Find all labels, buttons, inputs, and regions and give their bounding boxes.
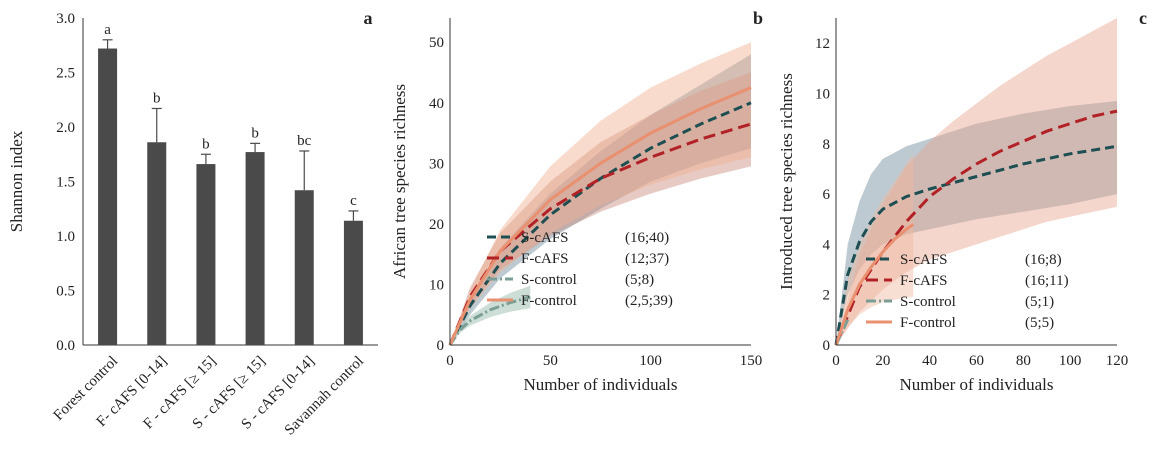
confidence-band [836,101,1117,345]
x-tick-label: 0 [446,353,454,369]
legend-label: F-cAFS [900,273,948,289]
y-tick-label: 0.0 [56,338,75,354]
panel-letter: c [1139,8,1147,28]
x-tick-label: 80 [1016,353,1031,369]
legend-label: F-cAFS [521,251,569,267]
y-tick-label: 6 [823,187,831,203]
x-tick-label: 60 [969,353,984,369]
legend-values: (16;40) [625,230,669,246]
y-tick-label: 2 [823,288,831,304]
legend-label: S-cAFS [521,230,569,246]
x-tick-label: 40 [922,353,937,369]
panel-letter: a [364,8,373,28]
legend-values: (16;11) [1025,273,1069,289]
series-line [834,109,1118,346]
x-axis-label: Number of individuals [524,375,678,394]
y-tick-label: 50 [429,35,444,51]
confidence-band [450,42,751,345]
y-tick-label: 0.5 [56,284,75,300]
y-axis-label: Introduced tree species richness [777,73,796,290]
significance-letter: b [153,90,161,106]
legend-values: (12;37) [625,251,669,267]
confidence-band [836,18,1117,345]
y-tick-label: 3.0 [56,11,75,27]
confidence-band [450,72,751,345]
series-line [834,144,1118,346]
y-tick-label: 8 [823,137,831,153]
x-tick-label: 50 [543,353,558,369]
legend-values: (5;8) [625,272,654,288]
legend-label: F-control [900,315,956,331]
y-tick-label: 10 [429,277,444,293]
series-line [448,86,752,346]
y-tick-label: 30 [429,156,444,172]
legend-label: S-control [900,294,956,310]
confidence-band [450,54,751,346]
significance-letter: b [251,125,259,141]
y-tick-label: 2.5 [56,66,75,82]
significance-letter: bc [297,133,312,149]
y-tick-label: 2.0 [56,120,75,136]
bar [343,220,363,345]
y-tick-label: 20 [429,217,444,233]
legend-values: (2,5;39) [625,293,673,309]
x-axis-label: Number of individuals [900,375,1054,394]
panel-b: 0 50 100 150 0 10 20 30 40 50 Number of individual… [390,8,763,394]
significance-letter: c [350,193,357,209]
series-line [448,295,531,346]
panel-c: 0 20 40 60 80 100 120 0 2 4 6 8 10 12 Number of indivi… [777,8,1147,394]
legend-values: (16;8) [1025,252,1062,268]
legend-label: F-control [521,293,577,309]
x-tick-label: 100 [639,353,662,369]
y-tick-label: 1.5 [56,175,75,191]
y-tick-label: 1.0 [56,229,75,245]
x-tick-label: 150 [740,353,763,369]
x-tick-label: 100 [1059,353,1082,369]
legend-values: (5;5) [1025,315,1054,331]
y-tick-label: 0 [823,338,831,354]
legend: S-cAFS (16;8) F-cAFS (16;11) S-control (5;1) F… [866,252,1069,331]
legend-label: S-cAFS [900,252,948,268]
x-tick-label: 120 [1106,353,1129,369]
legend-label: S-control [521,272,577,288]
bar [196,164,216,345]
legend: S-cAFS (16;40) F-cAFS (12;37) S-control (5;8)… [487,230,673,309]
series-line [448,101,752,346]
panel-letter: b [753,8,763,28]
x-tick-label: 20 [875,353,890,369]
bar [98,48,118,346]
x-tick-label: 0 [832,353,840,369]
y-tick-label: 0 [437,338,445,354]
legend-values: (5;1) [1025,294,1054,310]
significance-letter: a [104,22,111,38]
y-tick-label: 40 [429,96,444,112]
y-axis-label: Shannon index [7,130,26,232]
bar [147,142,167,345]
y-tick-label: 12 [815,36,830,52]
y-tick-label: 4 [823,237,831,253]
series-line [834,223,915,346]
bar [294,190,314,345]
significance-letter: b [202,136,210,152]
y-axis-label: African tree species richness [390,84,409,279]
y-tick-label: 10 [815,86,830,102]
bar [245,152,265,345]
